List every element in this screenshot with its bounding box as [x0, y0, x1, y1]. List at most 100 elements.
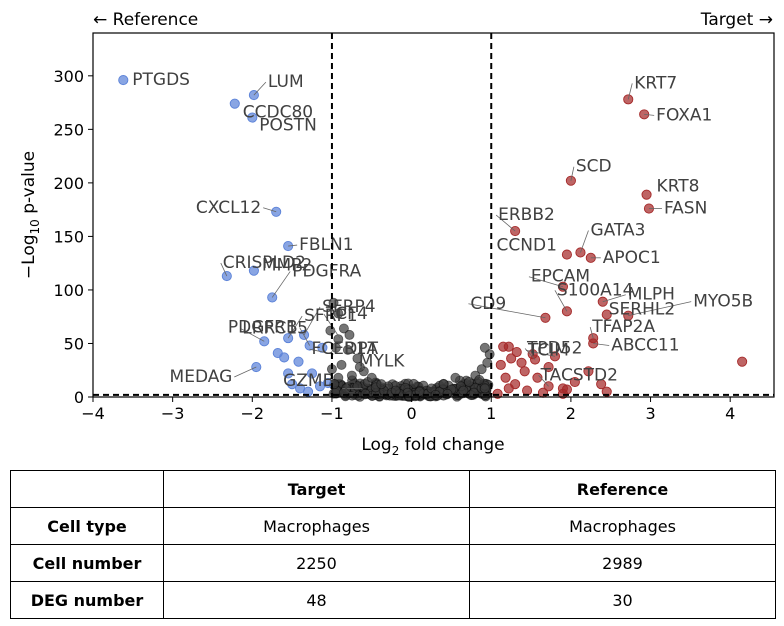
gene-label: MYO5B: [693, 292, 753, 312]
gene-label: SFRP4: [322, 297, 375, 317]
table-row: Cell number 2250 2989: [10, 544, 776, 582]
leader-line: [253, 81, 267, 96]
gene-label: TCF4: [325, 304, 368, 324]
table-row: DEG number 48 30: [10, 581, 776, 619]
data-point-target: [503, 341, 514, 352]
x-tick-label: −2: [241, 404, 265, 423]
reference-direction-label: ← Reference: [93, 10, 198, 30]
data-point-nonsig: [338, 323, 349, 334]
plot-frame: [92, 32, 775, 398]
gene-label: MYLK: [359, 351, 406, 371]
summary-table: Target Reference Cell type Macrophages M…: [10, 470, 776, 619]
x-axis-title: Log2 fold change: [361, 435, 504, 458]
table-cell: Macrophages: [469, 507, 776, 545]
gene-label: KRT8: [657, 177, 700, 197]
data-point-target: [537, 387, 549, 398]
data-point-target: [506, 353, 517, 364]
leader-line: [303, 306, 321, 336]
data-point-nonsig: [342, 344, 353, 355]
leader-line: [602, 294, 626, 303]
threshold-lines: [93, 33, 774, 397]
leader-line: [495, 214, 516, 232]
data-point-reference: [283, 368, 294, 379]
data-point-target: [532, 372, 543, 383]
leader-line: [271, 271, 291, 298]
data-point-target: [500, 372, 511, 383]
leader-line: [287, 315, 303, 339]
data-point-nonsig: [336, 359, 347, 370]
data-point-target: [561, 249, 572, 260]
data-point-nonsig: [333, 308, 344, 319]
table-cell: 30: [469, 581, 776, 619]
data-point-target: [583, 366, 594, 377]
gene-label: CCND1: [497, 236, 557, 256]
table-header-cell: Reference: [469, 470, 776, 508]
x-tick-label: 3: [645, 404, 655, 423]
x-tick-label: −1: [320, 404, 344, 423]
gene-label: PDGFRA: [292, 261, 361, 281]
y-tick-label: 100: [53, 281, 84, 300]
data-point-nonsig: [344, 329, 355, 340]
data-point-target: [601, 309, 612, 320]
data-point-nonsig: [468, 387, 479, 398]
leader-line: [528, 276, 564, 288]
gene-label: MEDAG: [170, 367, 233, 387]
data-point-nonsig: [360, 388, 371, 399]
leader-line: [554, 290, 568, 312]
gene-label: GATA3: [590, 220, 645, 240]
data-point-reference: [306, 368, 318, 379]
leader-line: [525, 349, 556, 357]
x-tick-label: 2: [566, 404, 576, 423]
gene-label: FBLN1: [299, 235, 353, 255]
gene-label: DPT: [344, 339, 378, 359]
data-point-target: [561, 306, 572, 317]
gene-label: TACSTD2: [540, 365, 618, 385]
data-point-nonsig: [402, 387, 413, 398]
gene-label: CRISPLD2: [223, 253, 306, 273]
volcano-plot: ← Reference Target → PTGDS LUM CCDC80POSTN…: [19, 10, 775, 458]
leader-line: [468, 303, 546, 319]
gene-label: FOXA1: [656, 105, 712, 125]
gene-label: APOC1: [603, 248, 661, 268]
data-point-target: [540, 312, 551, 323]
x-tick-label: 1: [486, 404, 496, 423]
table-header-row: Target Reference: [10, 470, 776, 508]
leader-line: [240, 327, 265, 342]
leader-line: [299, 327, 310, 346]
gene-label: SERHL2: [609, 300, 675, 320]
leader-lines-layer: [220, 81, 692, 389]
y-tick-label: 50: [64, 334, 84, 353]
table-cell: Macrophages: [163, 507, 470, 545]
leader-line: [538, 375, 549, 387]
x-tick-label: 4: [725, 404, 735, 423]
leader-line: [644, 113, 655, 116]
gene-label: LUM: [268, 72, 304, 92]
data-point-target: [516, 357, 527, 368]
target-direction-label: Target →: [700, 10, 773, 30]
data-point-target: [557, 388, 568, 399]
data-point-target: [503, 383, 514, 394]
data-point-reference: [229, 98, 240, 109]
data-point-reference: [248, 265, 259, 276]
table-row: Cell type Macrophages Macrophages: [10, 507, 776, 545]
gene-label: FCER1A: [312, 339, 379, 359]
leader-line: [524, 348, 536, 360]
gene-label: TPD52: [526, 339, 582, 359]
data-point-nonsig: [390, 385, 401, 396]
gene-label: EPCAM: [531, 267, 590, 287]
y-tick-label: 150: [53, 227, 84, 246]
x-tick-label: −4: [81, 404, 105, 423]
leader-line: [589, 327, 594, 339]
data-point-nonsig: [354, 362, 365, 373]
gene-label: ERBB2: [498, 205, 555, 225]
data-point-target: [495, 359, 506, 370]
x-tick-label: −3: [161, 404, 185, 423]
gene-label: SCD: [576, 157, 612, 177]
data-point-reference: [279, 352, 290, 363]
gene-label: GZMB: [283, 371, 334, 391]
y-tick-label: 0: [74, 388, 84, 407]
gene-label: LRRC15: [242, 318, 308, 338]
data-point-nonsig: [376, 379, 387, 390]
table-header-cell: [10, 470, 164, 508]
